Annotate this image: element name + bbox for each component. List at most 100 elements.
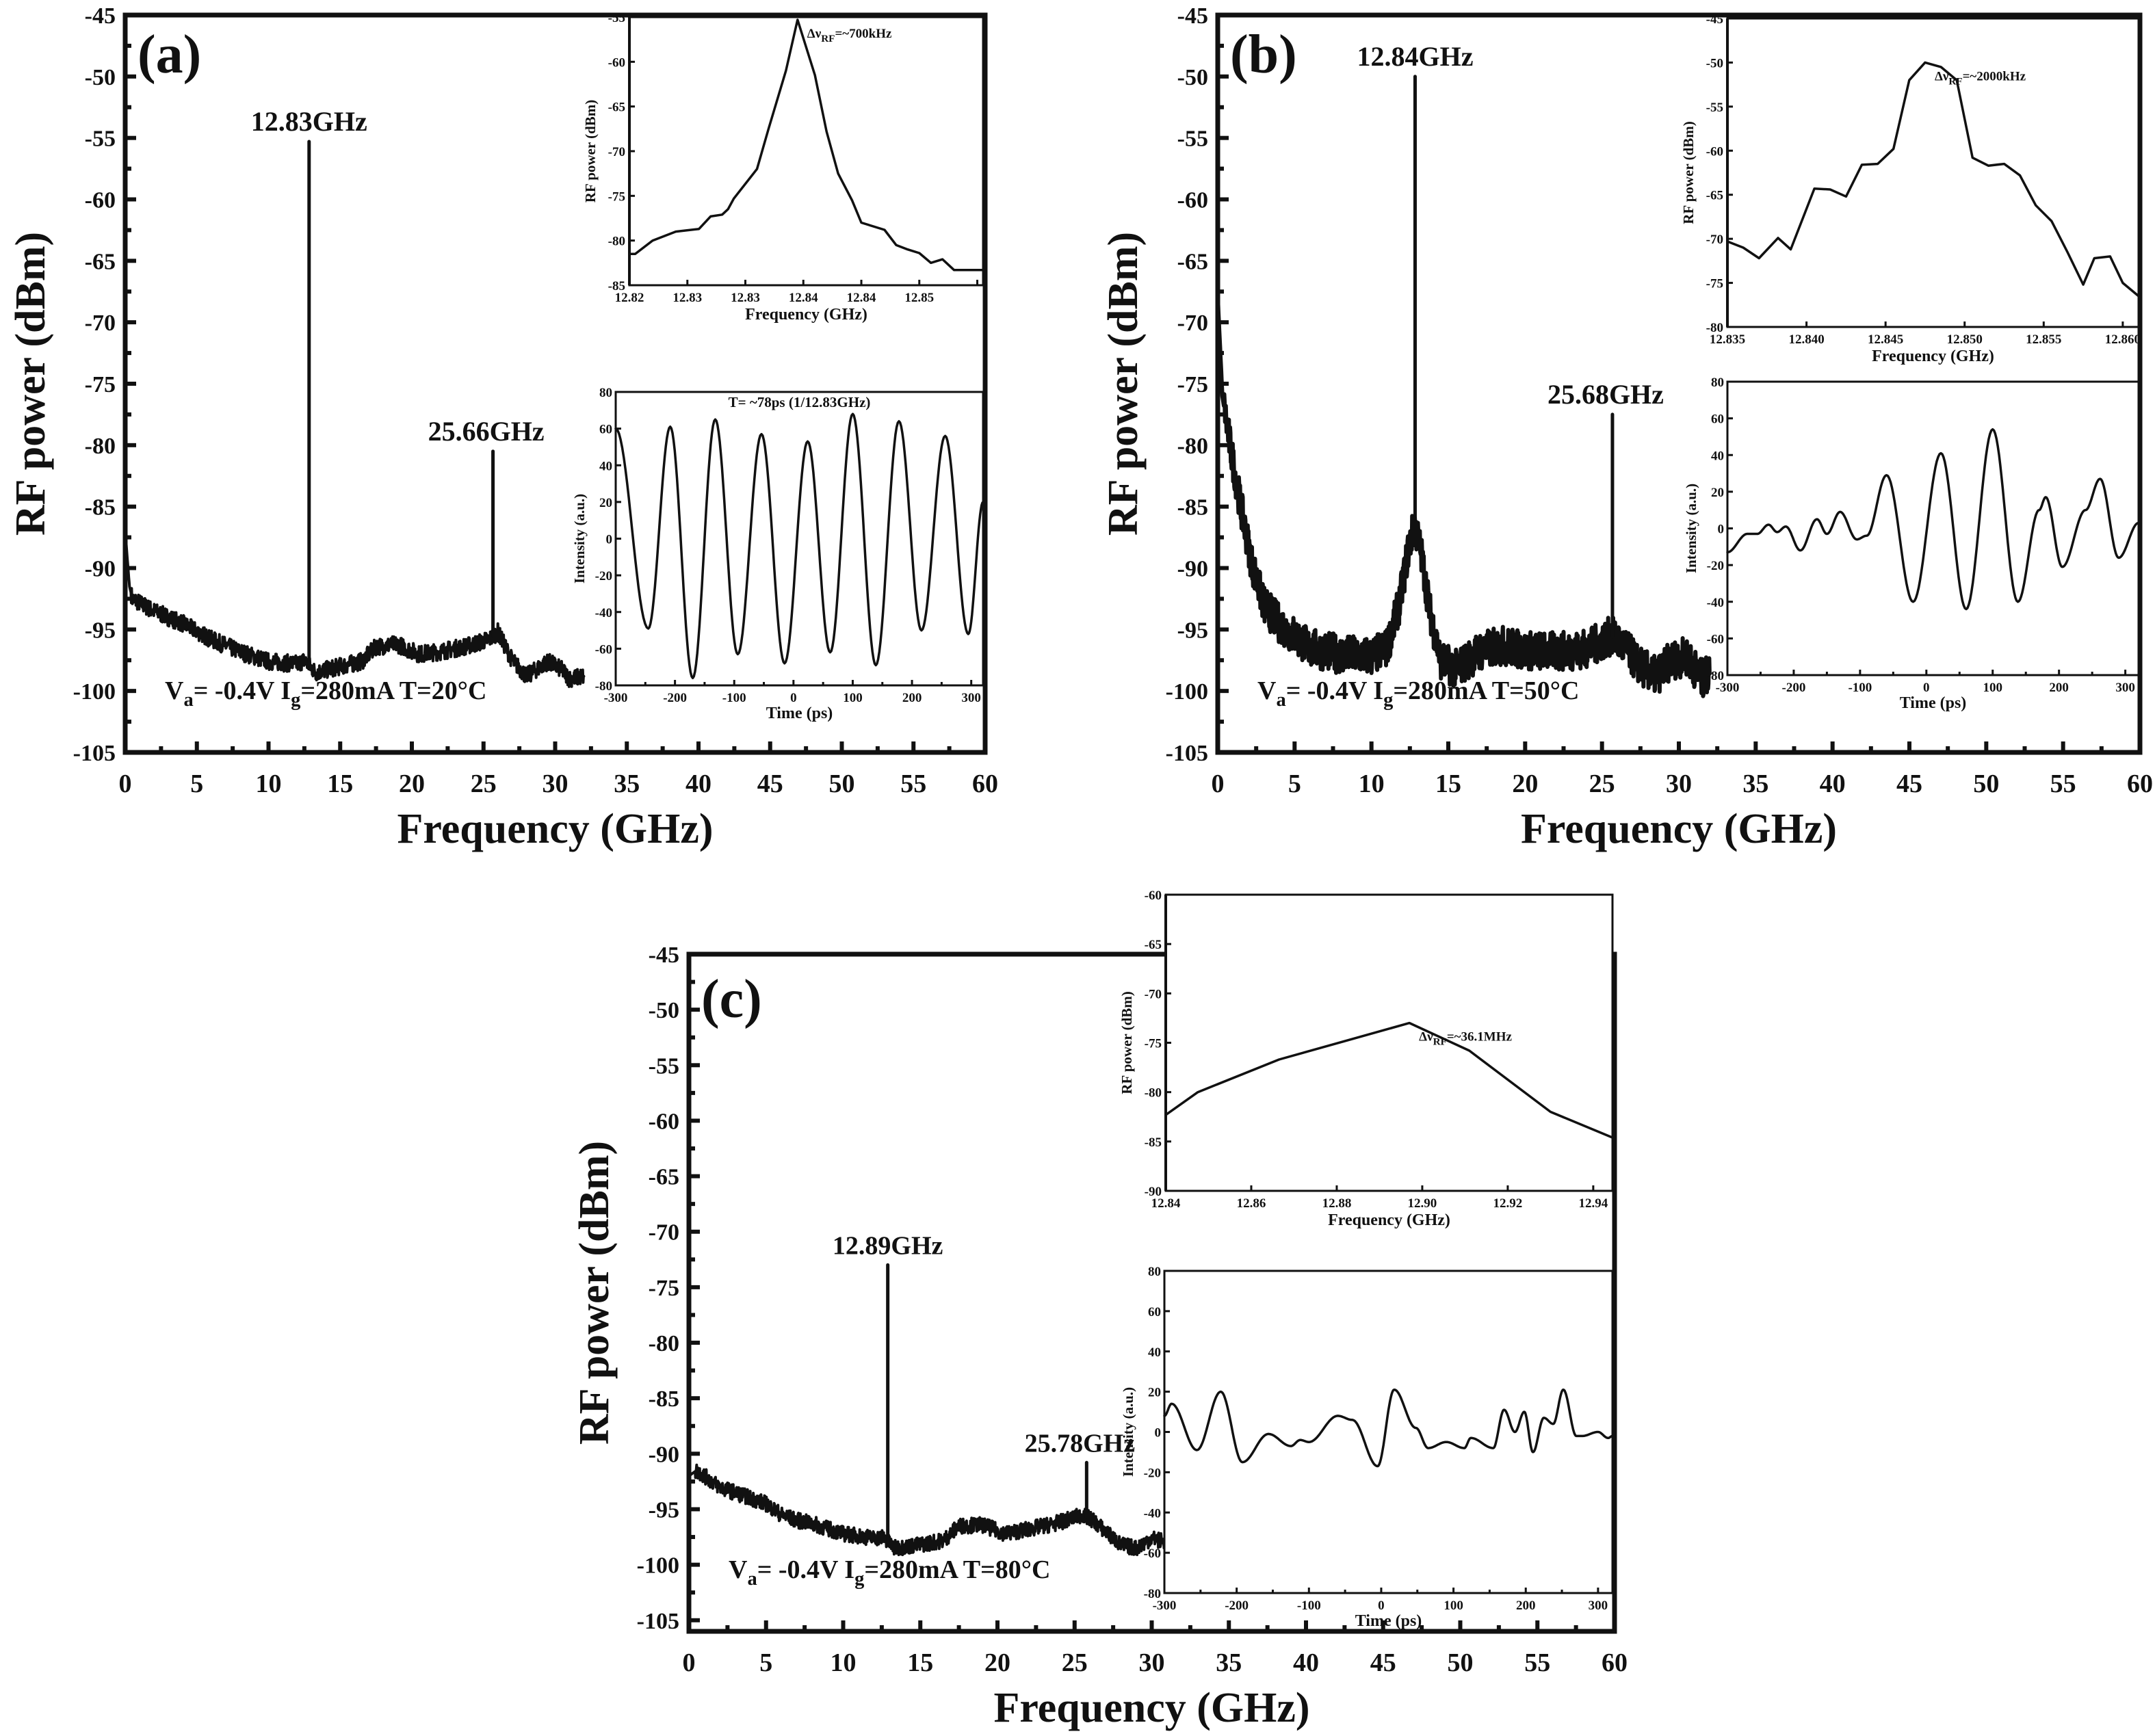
inset-y-tick-label: -55 xyxy=(608,11,625,25)
inset-y-tick-label: 20 xyxy=(1148,1386,1161,1400)
inset-x-tick-label: 12.855 xyxy=(2026,332,2061,347)
y-tick-label: -75 xyxy=(85,372,116,397)
inset-y-tick-label: 80 xyxy=(1711,376,1724,390)
linewidth-trace xyxy=(1164,1021,1614,1139)
x-tick-label: 55 xyxy=(900,770,926,798)
inset-y-tick-label: -45 xyxy=(1706,12,1723,27)
inset-y-tick-label: -80 xyxy=(1706,321,1723,335)
rf-spectrum-trace xyxy=(688,1463,1184,1561)
inset-x-tick-label: 12.840 xyxy=(1788,332,1824,347)
rf-spectrum-trace xyxy=(1216,295,1712,698)
operating-conditions: Va= -0.4V Ig=280mA T=80°C xyxy=(729,1555,1050,1590)
inset-y-axis-label: RF power (dBm) xyxy=(582,100,599,203)
inset-y-tick-label: -70 xyxy=(608,145,625,159)
inset-y-axis-label: Intensity (a.u.) xyxy=(1120,1387,1136,1477)
y-axis-label: RF power (dBm) xyxy=(1100,232,1147,536)
inset-x-axis-label: Time (ps) xyxy=(766,705,833,722)
x-tick-label: 45 xyxy=(1896,770,1922,798)
inset-y-tick-label: -85 xyxy=(608,279,625,293)
x-tick-label: 55 xyxy=(1524,1648,1550,1677)
y-tick-label: -100 xyxy=(637,1553,679,1579)
inset-y-tick-label: -70 xyxy=(1706,233,1723,247)
y-tick-label: -70 xyxy=(649,1220,679,1246)
inset-y-tick-label: 20 xyxy=(599,496,612,510)
y-tick-label: -60 xyxy=(649,1109,679,1134)
x-tick-label: 60 xyxy=(972,770,998,798)
inset-x-tick-label: 0 xyxy=(790,691,797,705)
inset-x-axis-label: Frequency (GHz) xyxy=(745,306,867,324)
x-tick-label: 60 xyxy=(1602,1648,1628,1677)
linewidth-annotation: ΔνRF=~700kHz xyxy=(807,27,892,44)
y-tick-label: -75 xyxy=(649,1276,679,1301)
x-tick-label: 10 xyxy=(256,770,282,798)
inset-title: T= ~78ps (1/12.83GHz) xyxy=(729,394,871,410)
panel-label: (a) xyxy=(138,25,201,85)
inset-x-tick-label: 100 xyxy=(1444,1599,1463,1613)
x-tick-label: 35 xyxy=(1216,1648,1242,1677)
y-tick-label: -60 xyxy=(1177,188,1208,213)
inset-y-tick-label: -80 xyxy=(1707,669,1724,683)
inset-x-tick-label: 12.84 xyxy=(789,291,818,305)
y-tick-label: -50 xyxy=(85,65,116,90)
inset-y-axis-label: RF power (dBm) xyxy=(1680,121,1697,224)
x-tick-label: 15 xyxy=(1435,770,1461,798)
y-tick-label: -90 xyxy=(1177,557,1208,582)
inset-x-tick-label: -100 xyxy=(1848,681,1872,695)
inset-y-tick-label: -60 xyxy=(1707,632,1724,646)
x-tick-label: 35 xyxy=(614,770,640,798)
x-tick-label: 0 xyxy=(1212,770,1225,798)
y-tick-label: -50 xyxy=(649,998,679,1023)
inset-y-axis-label: Intensity (a.u.) xyxy=(1683,484,1699,573)
x-tick-label: 35 xyxy=(1742,770,1768,798)
y-tick-label: -90 xyxy=(649,1442,679,1467)
inset-x-tick-label: 300 xyxy=(2115,681,2135,695)
inset-y-tick-label: 0 xyxy=(1155,1426,1162,1441)
y-tick-label: -105 xyxy=(1166,741,1208,766)
x-tick-label: 45 xyxy=(757,770,783,798)
main-axes-frame xyxy=(122,12,988,755)
inset-x-tick-label: 200 xyxy=(1516,1599,1536,1613)
inset-x-tick-label: -300 xyxy=(604,691,628,705)
peak-frequency-label: 12.84GHz xyxy=(1357,41,1473,72)
y-tick-label: -105 xyxy=(73,741,116,766)
inset-y-tick-label: -60 xyxy=(1144,1547,1161,1561)
x-tick-label: 5 xyxy=(759,1648,772,1677)
inset-x-axis-label: Frequency (GHz) xyxy=(1872,347,1994,365)
inset-x-tick-label: 0 xyxy=(1923,681,1930,695)
main-axes-frame xyxy=(686,951,1617,1634)
inset-y-tick-label: -20 xyxy=(595,569,612,583)
x-tick-label: 10 xyxy=(1359,770,1385,798)
x-tick-label: 40 xyxy=(685,770,711,798)
operating-conditions: Va= -0.4V Ig=280mA T=50°C xyxy=(1257,676,1579,711)
inset-x-tick-label: 12.845 xyxy=(1868,332,1903,347)
inset-x-tick-label: 300 xyxy=(1589,1599,1608,1613)
peak-frequency-label: 12.89GHz xyxy=(833,1231,943,1260)
inset-x-tick-label: 100 xyxy=(1983,681,2002,695)
inset-y-tick-label: -75 xyxy=(1145,1037,1162,1051)
intensity-trace xyxy=(1726,428,2140,611)
x-tick-label: 50 xyxy=(829,770,855,798)
intensity-trace xyxy=(1163,1388,1614,1468)
inset-y-tick-label: -80 xyxy=(608,235,625,249)
x-tick-label: 15 xyxy=(907,1648,933,1677)
x-tick-label: 20 xyxy=(984,1648,1010,1677)
inset-y-tick-label: -60 xyxy=(608,55,625,70)
y-tick-label: -100 xyxy=(1166,679,1208,705)
x-tick-label: 25 xyxy=(1589,770,1615,798)
y-tick-label: -85 xyxy=(85,495,116,521)
x-tick-label: 30 xyxy=(1139,1648,1165,1677)
main-axes-frame xyxy=(1215,12,2143,755)
operating-conditions: Va= -0.4V Ig=280mA T=20°C xyxy=(165,676,486,711)
inset-x-tick-label: 200 xyxy=(902,691,922,705)
y-tick-label: -80 xyxy=(1177,434,1208,459)
x-tick-label: 55 xyxy=(2050,770,2076,798)
panel-c: -45 -50 -55 -60 -65 -70 -75 -80 -85 -90 -95 -100 -10… xyxy=(571,889,1628,1731)
inset-y-tick-label: -75 xyxy=(608,189,625,204)
y-tick-label: -105 xyxy=(637,1609,679,1634)
inset-y-tick-label: -80 xyxy=(1145,1086,1162,1101)
inset-frame xyxy=(1726,380,2140,676)
inset-x-tick-label: 12.88 xyxy=(1322,1196,1352,1211)
inset-y-tick-label: -40 xyxy=(1144,1506,1161,1521)
y-tick-label: -55 xyxy=(85,127,116,152)
